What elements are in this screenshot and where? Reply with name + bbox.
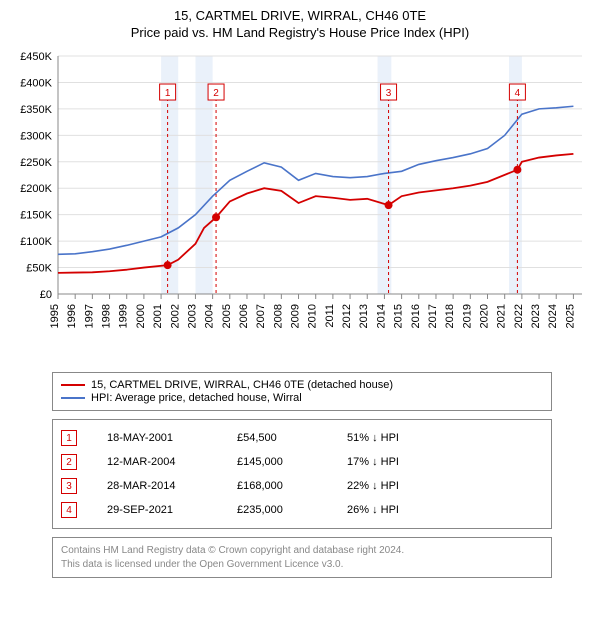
x-tick-label: 2024 <box>547 304 559 328</box>
x-tick-label: 2002 <box>169 304 181 328</box>
x-tick-label: 2005 <box>221 304 233 328</box>
x-tick-label: 2020 <box>479 304 491 328</box>
sale-price: £235,000 <box>237 504 347 516</box>
table-row: 3 28-MAR-2014£168,00022% ↓ HPI <box>61 474 543 498</box>
x-tick-label: 1995 <box>49 304 61 328</box>
y-tick-label: £400K <box>20 77 52 89</box>
y-tick-label: £350K <box>20 104 52 116</box>
y-tick-label: £100K <box>20 236 52 248</box>
sale-marker-num: 2 <box>61 454 77 470</box>
legend-swatch <box>61 384 85 386</box>
x-tick-label: 2014 <box>375 304 387 328</box>
sale-marker-num: 4 <box>61 502 77 518</box>
x-tick-label: 2010 <box>307 304 319 328</box>
legend-swatch <box>61 397 85 399</box>
x-tick-label: 1999 <box>118 304 130 328</box>
footer-line: Contains HM Land Registry data © Crown c… <box>61 544 543 558</box>
legend-item: 15, CARTMEL DRIVE, WIRRAL, CH46 0TE (det… <box>61 379 543 391</box>
x-tick-label: 2009 <box>290 304 302 328</box>
sale-date: 18-MAY-2001 <box>107 432 237 444</box>
table-row: 4 29-SEP-2021£235,00026% ↓ HPI <box>61 498 543 522</box>
x-tick-label: 1997 <box>83 304 95 328</box>
x-tick-label: 2004 <box>204 304 216 328</box>
sale-price: £145,000 <box>237 456 347 468</box>
x-tick-label: 2021 <box>496 304 508 328</box>
sale-price: £168,000 <box>237 480 347 492</box>
x-tick-label: 1998 <box>101 304 113 328</box>
x-tick-label: 2006 <box>238 304 250 328</box>
y-tick-label: £300K <box>20 130 52 142</box>
series-line <box>58 154 573 273</box>
sale-vs-hpi: 51% ↓ HPI <box>347 432 467 444</box>
y-tick-label: £200K <box>20 183 52 195</box>
x-tick-label: 2008 <box>272 304 284 328</box>
legend: 15, CARTMEL DRIVE, WIRRAL, CH46 0TE (det… <box>52 372 552 411</box>
marker-number: 1 <box>165 88 171 99</box>
attribution-footer: Contains HM Land Registry data © Crown c… <box>52 537 552 578</box>
sale-vs-hpi: 17% ↓ HPI <box>347 456 467 468</box>
x-tick-label: 2001 <box>152 304 164 328</box>
footer-line: This data is licensed under the Open Gov… <box>61 558 543 572</box>
y-tick-label: £50K <box>26 263 52 275</box>
legend-item: HPI: Average price, detached house, Wirr… <box>61 392 543 404</box>
series-line <box>58 106 573 254</box>
x-tick-label: 2016 <box>410 304 422 328</box>
page-title-line2: Price paid vs. HM Land Registry's House … <box>10 25 590 40</box>
sale-date: 28-MAR-2014 <box>107 480 237 492</box>
x-tick-label: 2003 <box>186 304 198 328</box>
y-tick-label: £250K <box>20 157 52 169</box>
x-tick-label: 2000 <box>135 304 147 328</box>
x-tick-label: 1996 <box>66 304 78 328</box>
x-tick-label: 2017 <box>427 304 439 328</box>
x-tick-label: 2011 <box>324 304 336 328</box>
x-tick-label: 2023 <box>530 304 542 328</box>
marker-number: 3 <box>386 88 392 99</box>
marker-number: 2 <box>213 88 219 99</box>
marker-number: 4 <box>515 88 521 99</box>
sale-marker-num: 3 <box>61 478 77 494</box>
legend-label: 15, CARTMEL DRIVE, WIRRAL, CH46 0TE (det… <box>91 379 393 391</box>
table-row: 2 12-MAR-2004£145,00017% ↓ HPI <box>61 450 543 474</box>
y-tick-label: £150K <box>20 210 52 222</box>
x-tick-label: 2019 <box>461 304 473 328</box>
sale-date: 29-SEP-2021 <box>107 504 237 516</box>
sale-vs-hpi: 22% ↓ HPI <box>347 480 467 492</box>
x-tick-label: 2018 <box>444 304 456 328</box>
x-tick-label: 2012 <box>341 304 353 328</box>
y-tick-label: £0 <box>40 289 52 301</box>
x-tick-label: 2022 <box>513 304 525 328</box>
x-tick-label: 2007 <box>255 304 267 328</box>
sale-marker-num: 1 <box>61 430 77 446</box>
sale-price: £54,500 <box>237 432 347 444</box>
page-title-line1: 15, CARTMEL DRIVE, WIRRAL, CH46 0TE <box>10 8 590 23</box>
x-tick-label: 2025 <box>564 304 576 328</box>
sale-date: 12-MAR-2004 <box>107 456 237 468</box>
table-row: 1 18-MAY-2001£54,50051% ↓ HPI <box>61 426 543 450</box>
y-tick-label: £450K <box>20 51 52 63</box>
legend-label: HPI: Average price, detached house, Wirr… <box>91 392 302 404</box>
x-tick-label: 2013 <box>358 304 370 328</box>
x-tick-label: 2015 <box>393 304 405 328</box>
sales-table: 1 18-MAY-2001£54,50051% ↓ HPI 2 12-MAR-2004… <box>52 419 552 529</box>
sale-vs-hpi: 26% ↓ HPI <box>347 504 467 516</box>
price-chart: £0 £50K £100K £150K £200K £250K £300K £350K £400… <box>10 46 590 366</box>
